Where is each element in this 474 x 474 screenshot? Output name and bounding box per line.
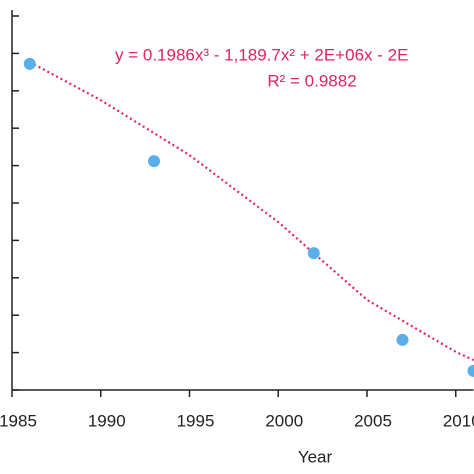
data-point — [307, 247, 320, 260]
data-point — [396, 333, 409, 346]
x-tick-label: 2010 — [443, 411, 474, 430]
trend-equation: y = 0.1986x³ - 1,189.7x² + 2E+06x - 2E — [115, 45, 408, 64]
x-tick-label: 2000 — [265, 411, 303, 430]
x-tick-label: 1985 — [0, 411, 37, 430]
data-point — [148, 155, 160, 168]
data-point — [467, 364, 474, 377]
x-axis-label: Year — [298, 447, 333, 466]
x-tick-label: 1995 — [177, 411, 215, 430]
r-squared: R² = 0.9882 — [267, 71, 356, 90]
trendline — [29, 61, 474, 362]
x-tick-label: 2005 — [354, 411, 392, 430]
x-tick-label: 1990 — [88, 411, 126, 430]
data-point — [23, 57, 36, 70]
